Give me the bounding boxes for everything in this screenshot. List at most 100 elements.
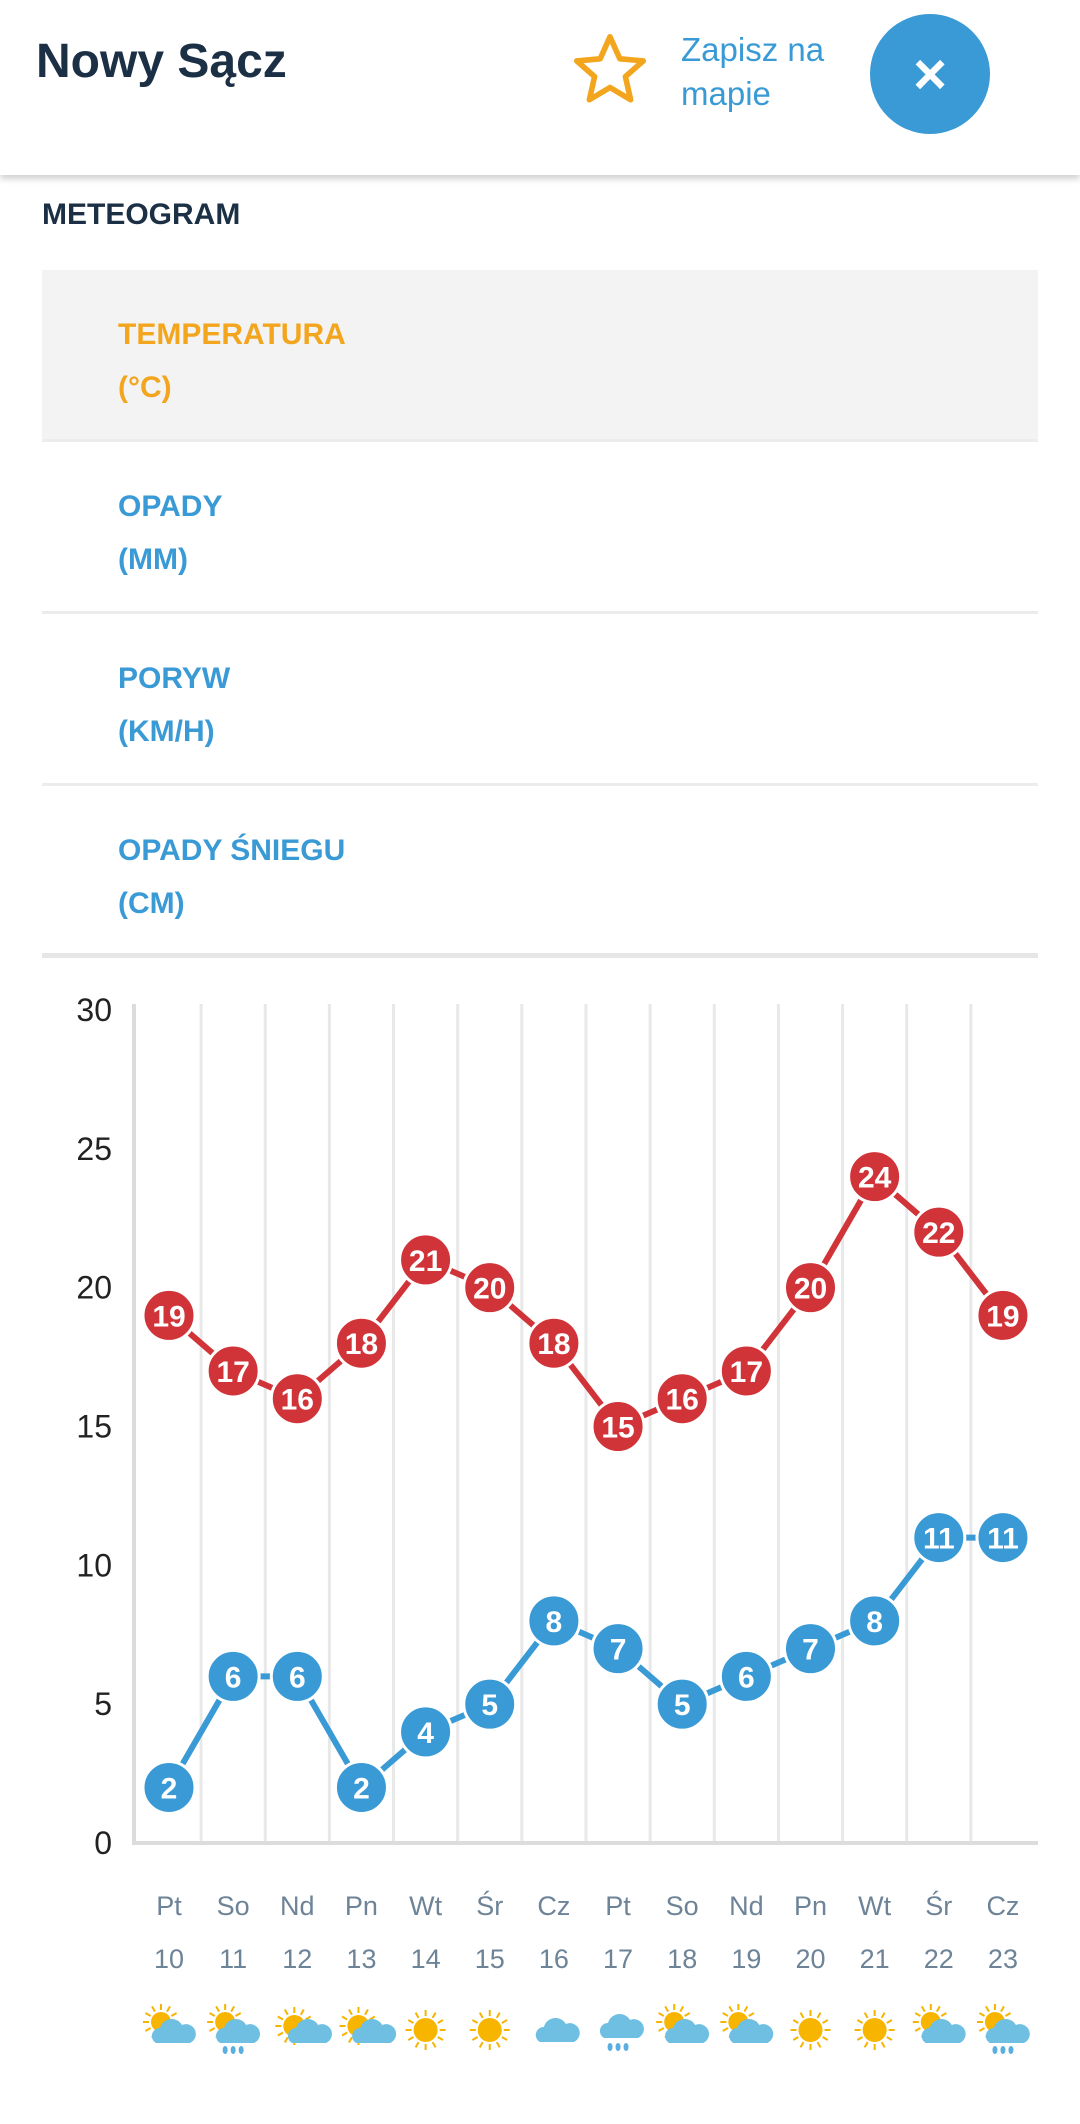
date-label: 18 bbox=[667, 1944, 697, 1974]
tab-snowfall[interactable]: OPADY ŚNIEGU (CM) bbox=[42, 786, 1038, 958]
data-label: 19 bbox=[152, 1300, 185, 1333]
sun-ray bbox=[407, 2036, 414, 2041]
sun-icon bbox=[404, 2006, 448, 2058]
data-point bbox=[526, 1593, 582, 1649]
cloud-shape bbox=[599, 2014, 644, 2038]
sun-ray bbox=[437, 2019, 444, 2024]
tab-label: PORYW bbox=[118, 662, 231, 695]
date-label: 16 bbox=[539, 1944, 569, 1974]
save-on-map-button[interactable]: Zapisz na mapie bbox=[681, 28, 824, 116]
data-point bbox=[333, 1315, 389, 1371]
day-label: So bbox=[217, 1891, 250, 1921]
sun-ray bbox=[209, 2027, 216, 2032]
date-label: 13 bbox=[346, 1944, 376, 1974]
date-label: 14 bbox=[411, 1944, 441, 1974]
sun-ray bbox=[816, 2041, 822, 2048]
sun-ray bbox=[914, 2027, 921, 2032]
data-point bbox=[398, 1704, 454, 1760]
y-tick-label: 5 bbox=[94, 1686, 112, 1722]
sun-ray bbox=[144, 2027, 152, 2032]
date-label: 17 bbox=[603, 1944, 633, 1974]
cloud-shape bbox=[352, 2019, 397, 2043]
data-label: 17 bbox=[730, 1356, 763, 1389]
partly-cloudy-rain-icon bbox=[211, 2006, 255, 2058]
data-label: 5 bbox=[674, 1689, 691, 1722]
day-label: Pt bbox=[605, 1891, 631, 1921]
cloud-shape bbox=[535, 2018, 580, 2042]
tab-temperature[interactable]: TEMPERATURA (°C) bbox=[42, 270, 1038, 442]
data-point bbox=[205, 1343, 261, 1399]
save-label-line1: Zapisz na bbox=[681, 31, 825, 68]
sun-ray bbox=[209, 2012, 216, 2017]
sun-ray bbox=[914, 2012, 921, 2017]
tab-label: OPADY bbox=[118, 490, 223, 523]
sun-ray bbox=[230, 2005, 236, 2013]
sun-small-cloud-icon bbox=[339, 2006, 383, 2058]
data-point bbox=[847, 1593, 903, 1649]
data-label: 20 bbox=[473, 1273, 506, 1306]
y-tick-label: 20 bbox=[76, 1270, 112, 1306]
partly-cloudy-rain-icon bbox=[981, 2006, 1025, 2058]
data-label: 18 bbox=[345, 1328, 378, 1361]
sun-ray bbox=[684, 2012, 691, 2017]
sun-ray bbox=[341, 2015, 348, 2021]
sun-ray bbox=[978, 2027, 986, 2032]
data-point bbox=[783, 1260, 838, 1316]
day-label: Cz bbox=[537, 1891, 570, 1921]
data-label: 11 bbox=[923, 1523, 955, 1556]
temperature-chart: 0510152025301917161821201815161720242219… bbox=[76, 992, 1038, 2058]
rain-drop bbox=[238, 2046, 244, 2054]
close-button[interactable]: × bbox=[870, 14, 990, 134]
day-label: Śr bbox=[925, 1889, 952, 1921]
data-label: 2 bbox=[161, 1772, 178, 1805]
sun-ray bbox=[799, 2012, 805, 2019]
date-label: 22 bbox=[924, 1944, 954, 1974]
date-label: 20 bbox=[795, 1944, 825, 1974]
data-point bbox=[654, 1371, 710, 1427]
sun-disc bbox=[798, 2018, 823, 2042]
data-point bbox=[141, 1759, 197, 1815]
data-label: 16 bbox=[666, 1384, 699, 1417]
data-point bbox=[783, 1621, 838, 1677]
star-icon[interactable] bbox=[568, 28, 652, 112]
data-label: 21 bbox=[409, 1245, 442, 1278]
sun-ray bbox=[151, 2005, 156, 2013]
data-point bbox=[269, 1371, 325, 1427]
y-tick-label: 30 bbox=[76, 992, 112, 1028]
sun-ray bbox=[348, 2009, 353, 2016]
tab-precipitation[interactable]: OPADY (MM) bbox=[42, 442, 1038, 614]
sun-ray bbox=[863, 2041, 869, 2048]
sun-ray bbox=[863, 2012, 869, 2019]
sun-ray bbox=[822, 2019, 829, 2024]
data-point bbox=[975, 1510, 1031, 1566]
sun-ray bbox=[920, 2005, 926, 2013]
data-point bbox=[141, 1287, 197, 1343]
tab-unit: (CM) bbox=[118, 887, 185, 920]
y-tick-label: 25 bbox=[76, 1131, 112, 1167]
date-label: 23 bbox=[988, 1944, 1018, 1974]
sun-ray bbox=[978, 2012, 986, 2017]
close-icon: × bbox=[913, 41, 947, 107]
cloud-shape bbox=[216, 2019, 260, 2043]
sun-ray bbox=[886, 2036, 893, 2041]
sun-ray bbox=[471, 2019, 479, 2024]
day-label: Nd bbox=[280, 1891, 315, 1921]
day-label: Pn bbox=[794, 1891, 827, 1921]
sun-ray bbox=[495, 2041, 501, 2048]
sun-ray bbox=[880, 2041, 886, 2048]
sun-ray bbox=[722, 2012, 729, 2017]
sun-ray bbox=[664, 2005, 670, 2013]
sun-ray bbox=[940, 2012, 947, 2017]
tab-wind-gust[interactable]: PORYW (KM/H) bbox=[42, 614, 1038, 786]
partly-cloudy-icon bbox=[917, 2006, 961, 2058]
data-point bbox=[462, 1260, 518, 1316]
date-label: 12 bbox=[282, 1944, 312, 1974]
y-tick-label: 15 bbox=[76, 1409, 112, 1445]
sun-ray bbox=[215, 2005, 221, 2013]
day-label: Pt bbox=[156, 1891, 182, 1921]
sun-ray bbox=[722, 2027, 729, 2032]
sun-disc bbox=[477, 2018, 502, 2042]
day-label: Cz bbox=[986, 1891, 1019, 1921]
partly-cloudy-icon bbox=[147, 2006, 191, 2058]
rain-drop bbox=[992, 2046, 998, 2054]
